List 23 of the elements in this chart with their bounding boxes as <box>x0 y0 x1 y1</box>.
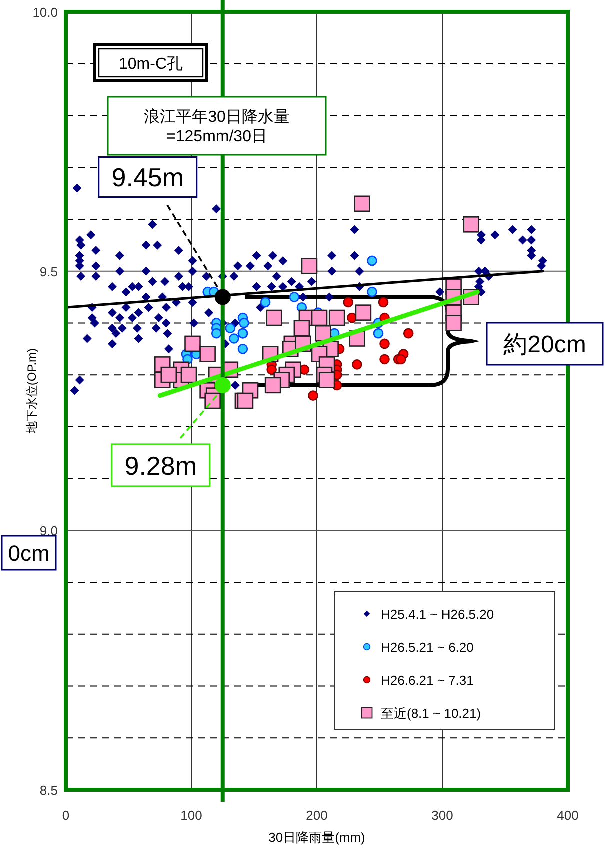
legend-label: H25.4.1 ~ H26.5.20 <box>381 607 494 622</box>
legend-label: 至近(8.1 ~ 10.21) <box>381 706 482 721</box>
y-axis-title: 地下水位(OP.m) <box>25 348 39 435</box>
legend-label: H26.5.21 ~ 6.20 <box>381 640 474 655</box>
annotation: 10m-C孔 <box>118 56 184 73</box>
annotation: 約20cm <box>486 322 604 366</box>
y-tick-label: 8.5 <box>40 783 58 798</box>
y-tick-label: 9.5 <box>40 264 58 280</box>
x-tick-label: 400 <box>557 808 579 823</box>
annotation: 浪江平年30日降水量 =125mm/30日 <box>144 108 290 146</box>
legend-label: H26.6.21 ~ 7.31 <box>381 673 474 688</box>
x-tick-label: 100 <box>180 808 202 823</box>
annotation: 10m-C孔 <box>94 44 208 82</box>
x-tick-label: 200 <box>306 808 328 823</box>
annotation: 約20cm <box>504 332 586 359</box>
annotation: 9.45m <box>112 162 184 193</box>
x-axis-title: 30日降雨量(mm) <box>268 830 366 845</box>
x-tick-label: 0 <box>62 808 70 823</box>
annotation: 9.28m <box>124 450 198 481</box>
x-tick-label: 300 <box>432 808 454 823</box>
y-tick-label: 10.0 <box>32 5 58 20</box>
annotation: 浪江平年30日降水量 =125mm/30日 <box>107 96 327 156</box>
annotation: 0cm <box>1 535 57 571</box>
